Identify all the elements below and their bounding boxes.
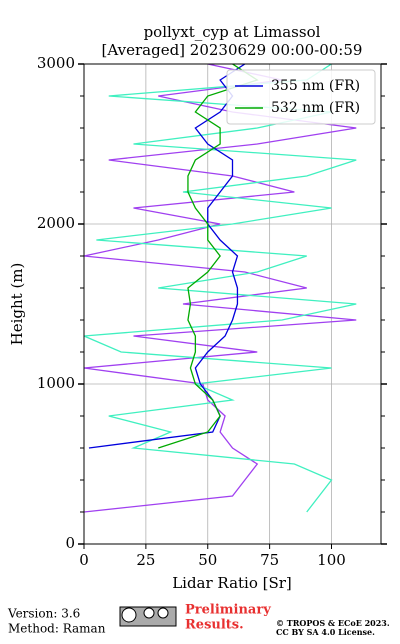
- legend-box: [226, 69, 376, 125]
- x-tick-label: 0: [79, 551, 89, 569]
- preliminary: Preliminary: [185, 603, 271, 618]
- series-line: [158, 64, 259, 449]
- y-tick-label: 1000: [37, 374, 75, 392]
- x-axis-label: Lidar Ratio [Sr]: [172, 574, 292, 592]
- y-axis-label: Height (m): [8, 263, 26, 346]
- method: Method: Raman: [8, 622, 106, 636]
- license-icon: [121, 607, 137, 623]
- lines: [84, 64, 357, 513]
- copyright: CC BY SA 4.0 License.: [276, 627, 375, 637]
- y-tick-label: 0: [65, 534, 75, 552]
- x-tick-label: 75: [260, 551, 279, 569]
- copyright: © TROPOS & ECoE 2023.: [276, 618, 390, 628]
- chart-subtitle: [Averaged] 20230629 00:00-00:59: [102, 41, 363, 59]
- plot-frame: [83, 63, 382, 545]
- x-tick-label: 25: [136, 551, 155, 569]
- series-line: [84, 64, 357, 513]
- license-icon: [157, 607, 169, 619]
- x-tick-label: 100: [317, 551, 346, 569]
- legend-label: 532 nm (FR): [271, 100, 360, 116]
- series-line: [88, 64, 246, 449]
- y-tick-label: 2000: [37, 214, 75, 232]
- preliminary: Results.: [185, 618, 244, 633]
- legend-label: 355 nm (FR): [271, 78, 360, 94]
- legend: 355 nm (FR) 532 nm (FR): [226, 69, 376, 125]
- chart-title: pollyxt_cyp at Limassol: [144, 23, 321, 41]
- y-tick-label: 3000: [37, 54, 75, 72]
- license-icon: [143, 607, 155, 619]
- x-tick-label: 50: [198, 551, 217, 569]
- series-line: [84, 64, 357, 513]
- version: Version: 3.6: [7, 607, 80, 621]
